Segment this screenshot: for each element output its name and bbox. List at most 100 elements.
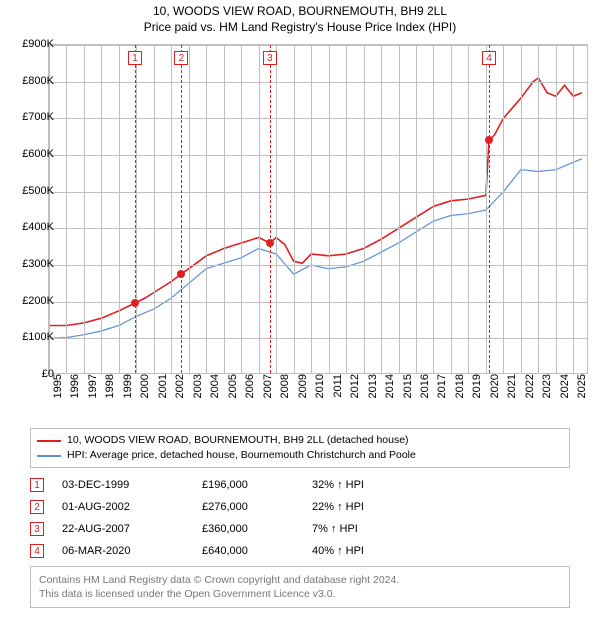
gridline-v	[154, 45, 155, 373]
gridline-v	[311, 45, 312, 373]
gridline-v	[486, 45, 487, 373]
event-line	[135, 45, 136, 373]
event-badge: 1	[128, 51, 142, 65]
event-date: 03-DEC-1999	[62, 479, 202, 491]
y-axis-label: £500K	[10, 185, 54, 197]
x-axis-label: 2009	[297, 374, 309, 414]
gridline-h	[49, 155, 587, 156]
event-line	[489, 45, 490, 373]
event-price: £196,000	[202, 479, 312, 491]
legend-box: 10, WOODS VIEW ROAD, BOURNEMOUTH, BH9 2L…	[30, 428, 570, 468]
x-axis-label: 1998	[104, 374, 116, 414]
gridline-v	[259, 45, 260, 373]
event-badge: 3	[263, 51, 277, 65]
series-price_paid	[49, 78, 582, 326]
legend-row-2: HPI: Average price, detached house, Bour…	[37, 448, 563, 463]
gridline-v	[294, 45, 295, 373]
gridline-v	[136, 45, 137, 373]
gridline-v	[556, 45, 557, 373]
event-badge: 2	[174, 51, 188, 65]
gridline-h	[49, 228, 587, 229]
gridline-v	[503, 45, 504, 373]
y-axis-label: £300K	[10, 258, 54, 270]
x-axis-label: 2000	[139, 374, 151, 414]
gridline-v	[364, 45, 365, 373]
events-table: 1 03-DEC-1999£196,00032% ↑ HPI 2 01-AUG-200…	[30, 474, 570, 562]
x-axis-label: 2007	[262, 374, 274, 414]
event-marker	[485, 136, 493, 144]
event-number: 1	[30, 478, 44, 492]
gridline-v	[468, 45, 469, 373]
x-axis-label: 2008	[279, 374, 291, 414]
y-axis-label: £200K	[10, 295, 54, 307]
x-axis-label: 2002	[174, 374, 186, 414]
gridline-v	[276, 45, 277, 373]
events-table-row: 201-AUG-2002£276,00022% ↑ HPI	[30, 496, 570, 518]
legend-row-1: 10, WOODS VIEW ROAD, BOURNEMOUTH, BH9 2L…	[37, 433, 563, 448]
gridline-v	[119, 45, 120, 373]
x-axis-label: 1996	[69, 374, 81, 414]
legend-swatch-1	[37, 440, 61, 442]
gridline-v	[84, 45, 85, 373]
event-number: 2	[30, 500, 44, 514]
x-axis-label: 2022	[524, 374, 536, 414]
events-table-row: 322-AUG-2007£360,0007% ↑ HPI	[30, 518, 570, 540]
gridline-v	[329, 45, 330, 373]
gridline-v	[399, 45, 400, 373]
event-delta: 7% ↑ HPI	[312, 523, 432, 535]
x-axis-label: 2006	[244, 374, 256, 414]
x-axis-label: 1999	[122, 374, 134, 414]
x-axis-label: 2023	[541, 374, 553, 414]
footer-box: Contains HM Land Registry data © Crown c…	[30, 566, 570, 608]
event-date: 01-AUG-2002	[62, 501, 202, 513]
footer-line-2: This data is licensed under the Open Gov…	[39, 587, 561, 601]
page-container: 10, WOODS VIEW ROAD, BOURNEMOUTH, BH9 2L…	[0, 0, 600, 620]
y-axis-label: £100K	[10, 331, 54, 343]
gridline-v	[224, 45, 225, 373]
title-main: 10, WOODS VIEW ROAD, BOURNEMOUTH, BH9 2L…	[0, 4, 600, 18]
footer-line-1: Contains HM Land Registry data © Crown c…	[39, 573, 561, 587]
x-axis-label: 2015	[402, 374, 414, 414]
gridline-v	[521, 45, 522, 373]
y-axis-label: £700K	[10, 111, 54, 123]
x-axis-label: 2011	[332, 374, 344, 414]
gridline-v	[101, 45, 102, 373]
title-sub: Price paid vs. HM Land Registry's House …	[0, 18, 600, 34]
event-line	[181, 45, 182, 373]
event-badge: 4	[482, 51, 496, 65]
gridline-v	[416, 45, 417, 373]
gridline-h	[49, 192, 587, 193]
x-axis-label: 2025	[576, 374, 588, 414]
x-axis-label: 2004	[209, 374, 221, 414]
legend-label-2: HPI: Average price, detached house, Bour…	[67, 448, 416, 463]
gridline-h	[49, 302, 587, 303]
events-table-row: 1 03-DEC-1999£196,00032% ↑ HPI	[30, 474, 570, 496]
event-line	[270, 45, 271, 373]
x-axis-label: 2014	[384, 374, 396, 414]
y-axis-label: £600K	[10, 148, 54, 160]
legend-label-1: 10, WOODS VIEW ROAD, BOURNEMOUTH, BH9 2L…	[67, 433, 409, 448]
events-table-row: 406-MAR-2020£640,00040% ↑ HPI	[30, 540, 570, 562]
event-number: 3	[30, 522, 44, 536]
gridline-v	[433, 45, 434, 373]
gridline-v	[241, 45, 242, 373]
x-axis-label: 2001	[157, 374, 169, 414]
gridline-v	[451, 45, 452, 373]
x-axis-label: 2013	[367, 374, 379, 414]
title-block: 10, WOODS VIEW ROAD, BOURNEMOUTH, BH9 2L…	[0, 0, 600, 34]
event-number: 4	[30, 544, 44, 558]
gridline-h	[49, 82, 587, 83]
event-delta: 40% ↑ HPI	[312, 545, 432, 557]
gridline-h	[49, 45, 587, 46]
x-axis-label: 2020	[489, 374, 501, 414]
gridline-v	[538, 45, 539, 373]
event-marker	[131, 299, 139, 307]
series-hpi	[49, 159, 582, 339]
x-axis-label: 2021	[506, 374, 518, 414]
y-axis-label: £900K	[10, 38, 54, 50]
chart-area: 1 2 3 4	[48, 44, 588, 374]
event-price: £276,000	[202, 501, 312, 513]
legend-swatch-2	[37, 455, 61, 457]
event-delta: 32% ↑ HPI	[312, 479, 432, 491]
x-axis-label: 2019	[471, 374, 483, 414]
